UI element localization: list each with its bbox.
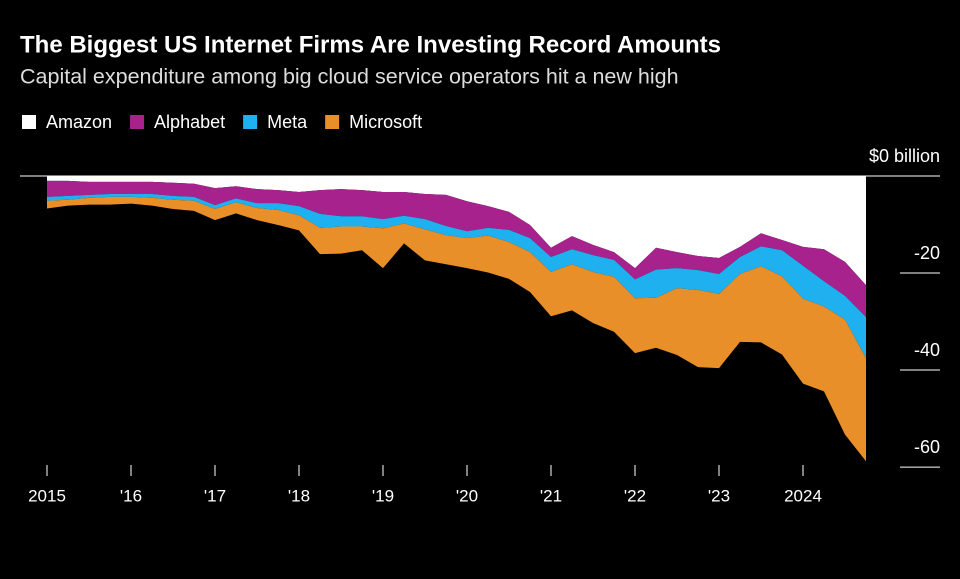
legend-swatch	[325, 115, 340, 129]
x-tick-label: '16	[120, 486, 142, 505]
x-tick-label: '20	[456, 486, 478, 505]
area	[47, 196, 866, 462]
x-tick-label: '19	[372, 486, 394, 505]
area	[47, 180, 866, 318]
y-tick-label: -20	[914, 243, 940, 263]
legend-swatch	[130, 115, 145, 129]
x-tick-label: '18	[288, 486, 310, 505]
x-tick-label: '23	[708, 486, 730, 505]
legend-label: Amazon	[46, 112, 112, 132]
x-tick-label: 2024	[784, 486, 822, 505]
legend-label: Meta	[267, 112, 308, 132]
x-tick-label: '22	[624, 486, 646, 505]
legend-swatch	[22, 115, 36, 129]
legend-label: Alphabet	[154, 112, 225, 132]
area	[47, 176, 866, 286]
x-tick-label: '17	[204, 486, 226, 505]
y-tick-label: -40	[914, 340, 940, 360]
y-tick-label: -60	[914, 437, 940, 457]
area	[47, 193, 866, 359]
x-tick-label: 2015	[28, 486, 66, 505]
y-tick-label: $0 billion	[869, 146, 940, 166]
chart-subtitle: Capital expenditure among big cloud serv…	[20, 65, 679, 89]
legend-label: Microsoft	[349, 112, 422, 132]
chart-title: The Biggest US Internet Firms Are Invest…	[20, 31, 721, 58]
legend-swatch	[243, 115, 258, 129]
x-tick-label: '21	[540, 486, 562, 505]
